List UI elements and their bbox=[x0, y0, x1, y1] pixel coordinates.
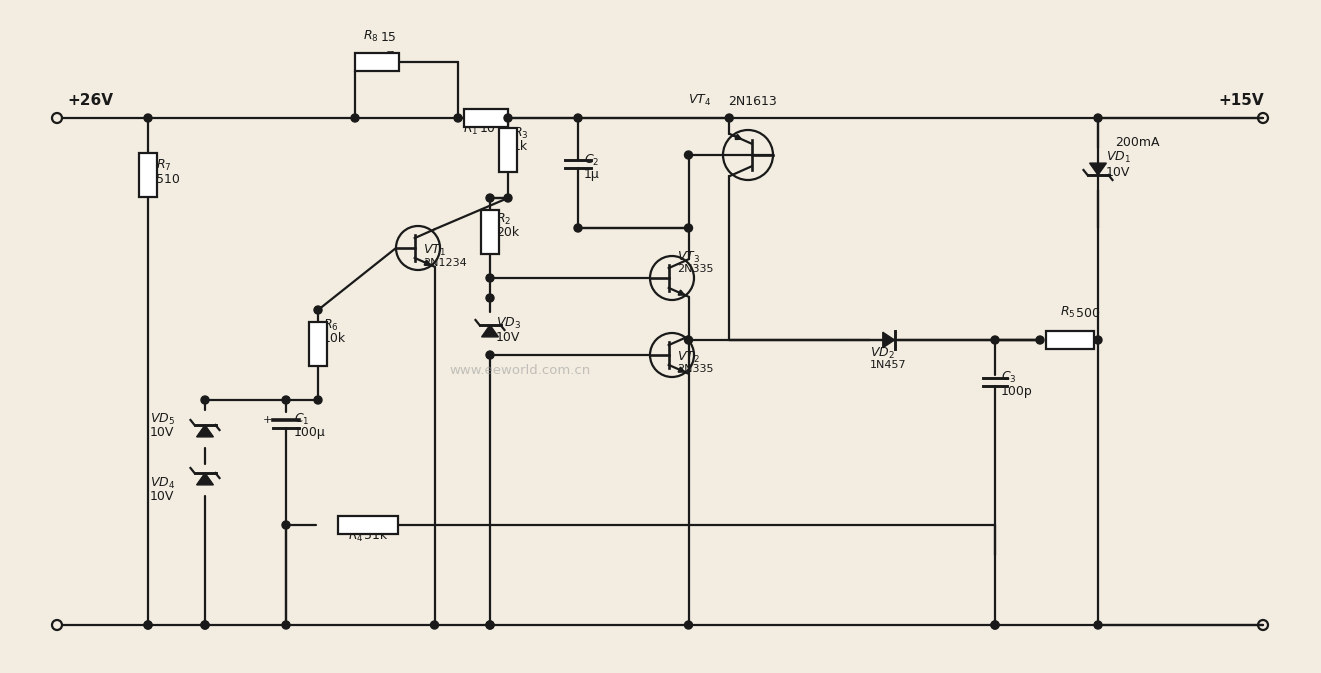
Circle shape bbox=[431, 621, 439, 629]
Circle shape bbox=[201, 396, 209, 404]
Circle shape bbox=[991, 621, 999, 629]
Circle shape bbox=[991, 336, 999, 344]
FancyBboxPatch shape bbox=[1046, 331, 1094, 349]
Circle shape bbox=[505, 114, 513, 122]
Circle shape bbox=[454, 114, 462, 122]
Circle shape bbox=[725, 114, 733, 122]
Circle shape bbox=[486, 294, 494, 302]
Circle shape bbox=[201, 621, 209, 629]
FancyBboxPatch shape bbox=[481, 210, 499, 254]
Circle shape bbox=[281, 621, 291, 629]
Circle shape bbox=[144, 621, 152, 629]
Text: +: + bbox=[263, 415, 272, 425]
Text: $R_5$: $R_5$ bbox=[1059, 305, 1075, 320]
Text: $R_3$: $R_3$ bbox=[513, 126, 528, 141]
Text: 2N335: 2N335 bbox=[676, 364, 713, 374]
Circle shape bbox=[314, 396, 322, 404]
Text: 2N1234: 2N1234 bbox=[423, 258, 466, 268]
Text: $VD_1$: $VD_1$ bbox=[1106, 150, 1131, 165]
FancyBboxPatch shape bbox=[309, 322, 328, 366]
Text: $VD_4$: $VD_4$ bbox=[151, 476, 176, 491]
Circle shape bbox=[314, 306, 322, 314]
Text: 500: 500 bbox=[1077, 307, 1100, 320]
Text: $R_6$: $R_6$ bbox=[324, 318, 338, 333]
FancyBboxPatch shape bbox=[499, 128, 517, 172]
Text: $VT_4$: $VT_4$ bbox=[688, 93, 711, 108]
Text: $C_3$: $C_3$ bbox=[1001, 370, 1017, 385]
Circle shape bbox=[1036, 336, 1044, 344]
Text: 100μ: 100μ bbox=[295, 426, 326, 439]
Circle shape bbox=[991, 621, 999, 629]
Text: 51k: 51k bbox=[365, 529, 387, 542]
FancyBboxPatch shape bbox=[338, 516, 398, 534]
Circle shape bbox=[486, 274, 494, 282]
FancyBboxPatch shape bbox=[355, 53, 399, 71]
FancyBboxPatch shape bbox=[139, 153, 157, 197]
Polygon shape bbox=[197, 425, 214, 437]
Text: 100p: 100p bbox=[1001, 385, 1033, 398]
Circle shape bbox=[1094, 114, 1102, 122]
Text: $VD_3$: $VD_3$ bbox=[495, 316, 520, 331]
Circle shape bbox=[486, 194, 494, 202]
Text: 10k: 10k bbox=[324, 332, 346, 345]
Circle shape bbox=[281, 521, 291, 529]
Text: +15V: +15V bbox=[1218, 93, 1264, 108]
Polygon shape bbox=[482, 325, 498, 337]
Text: $VD_2$: $VD_2$ bbox=[871, 346, 894, 361]
Text: 200mA: 200mA bbox=[1115, 136, 1160, 149]
Circle shape bbox=[351, 114, 359, 122]
Circle shape bbox=[684, 621, 692, 629]
Text: +26V: +26V bbox=[67, 93, 114, 108]
Text: 1μ: 1μ bbox=[584, 168, 600, 181]
Text: 1k: 1k bbox=[513, 140, 528, 153]
Text: 20k: 20k bbox=[495, 226, 519, 239]
Text: 2N1613: 2N1613 bbox=[728, 95, 777, 108]
Circle shape bbox=[486, 351, 494, 359]
Text: $R_4$: $R_4$ bbox=[347, 529, 363, 544]
Text: 10: 10 bbox=[480, 122, 495, 135]
Circle shape bbox=[575, 224, 583, 232]
Circle shape bbox=[281, 396, 291, 404]
Text: www.eeworld.com.cn: www.eeworld.com.cn bbox=[449, 363, 590, 376]
Circle shape bbox=[201, 621, 209, 629]
Text: $R_7$: $R_7$ bbox=[156, 158, 172, 173]
Polygon shape bbox=[1090, 163, 1107, 175]
Circle shape bbox=[144, 114, 152, 122]
Circle shape bbox=[486, 621, 494, 629]
Text: 10V: 10V bbox=[495, 331, 520, 344]
Circle shape bbox=[684, 151, 692, 159]
Text: $VT_2$: $VT_2$ bbox=[676, 350, 700, 365]
Circle shape bbox=[1094, 336, 1102, 344]
Text: 1N457: 1N457 bbox=[871, 360, 906, 370]
Text: 510: 510 bbox=[156, 173, 180, 186]
Circle shape bbox=[575, 114, 583, 122]
Text: $C_2$: $C_2$ bbox=[584, 153, 600, 168]
Text: $VD_5$: $VD_5$ bbox=[151, 412, 174, 427]
Text: 15: 15 bbox=[380, 31, 396, 44]
Circle shape bbox=[1094, 621, 1102, 629]
Circle shape bbox=[684, 224, 692, 232]
Text: $VT_1$: $VT_1$ bbox=[423, 243, 446, 258]
Text: $VT_3$: $VT_3$ bbox=[676, 250, 700, 265]
Text: 10V: 10V bbox=[1106, 166, 1131, 179]
Text: 2N335: 2N335 bbox=[676, 264, 713, 274]
Polygon shape bbox=[882, 332, 894, 348]
Text: $R_8$: $R_8$ bbox=[363, 29, 379, 44]
Polygon shape bbox=[197, 473, 214, 485]
Text: 10V: 10V bbox=[151, 490, 174, 503]
Circle shape bbox=[505, 194, 513, 202]
Text: $C_1$: $C_1$ bbox=[295, 412, 309, 427]
FancyBboxPatch shape bbox=[464, 109, 509, 127]
Circle shape bbox=[684, 336, 692, 344]
Text: $R_1$: $R_1$ bbox=[462, 122, 478, 137]
Text: 10V: 10V bbox=[151, 426, 174, 439]
Text: $R_2$: $R_2$ bbox=[495, 212, 511, 227]
Circle shape bbox=[144, 621, 152, 629]
Circle shape bbox=[486, 621, 494, 629]
